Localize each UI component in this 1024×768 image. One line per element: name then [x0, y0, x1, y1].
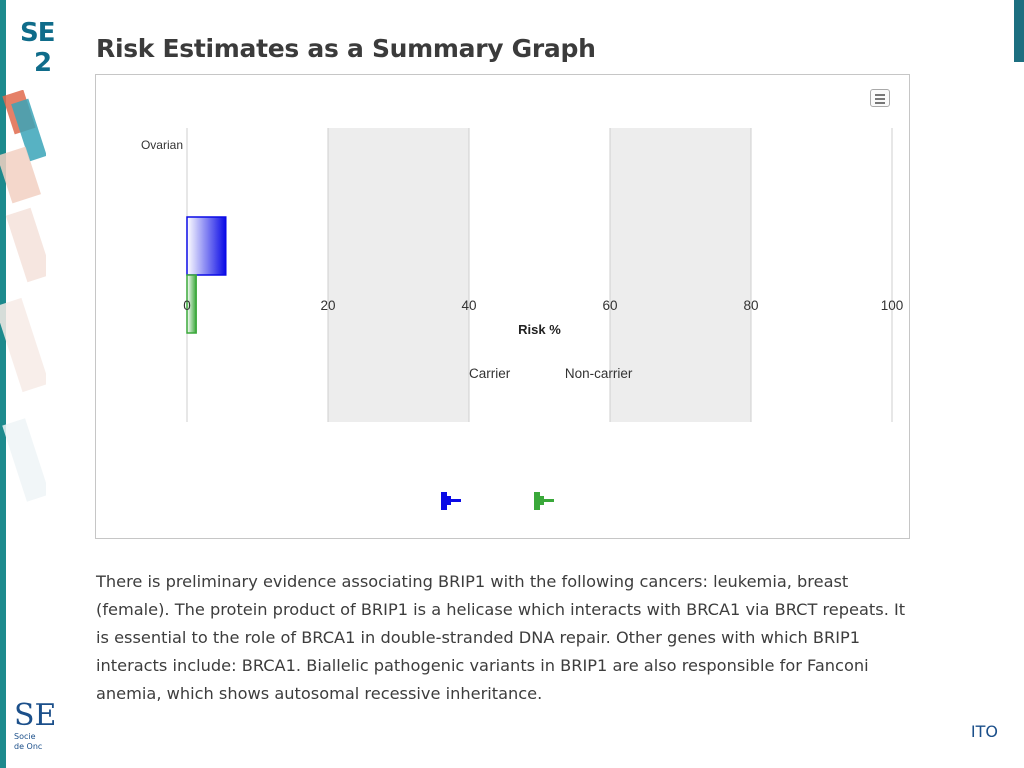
- chart-menu-button[interactable]: [870, 89, 890, 107]
- chart-band: [610, 128, 751, 422]
- top-logo-line1: SE: [20, 18, 55, 48]
- hamburger-menu-icon: [875, 98, 885, 100]
- category-label: Ovarian: [141, 138, 183, 152]
- x-tick-label: 20: [320, 298, 335, 313]
- bottom-logo-line2: de Onc: [14, 742, 43, 751]
- carrier-legend-marker-part: [441, 502, 451, 505]
- x-tick-label: 40: [461, 298, 476, 313]
- decor-shard: [5, 207, 46, 283]
- decor-shard: [2, 418, 46, 502]
- decor-shard: [0, 297, 46, 393]
- bottom-logo: SE Socie de Onc: [14, 700, 66, 760]
- chart-band: [328, 128, 469, 422]
- chart-container: Ovarian 0 20 40 60 80 100 Risk % Carrier Non-carr…: [95, 74, 910, 539]
- noncarrier-legend-marker-part: [534, 499, 554, 502]
- noncarrier-legend-marker-part: [534, 502, 544, 505]
- slide-title: Risk Estimates as a Summary Graph: [96, 34, 596, 63]
- hamburger-menu-icon: [875, 102, 885, 104]
- carrier-legend-marker-part: [441, 499, 461, 502]
- carrier-legend-marker: [441, 492, 461, 510]
- bottom-logo-main: SE: [14, 698, 57, 733]
- noncarrier-legend-marker-part: [534, 496, 544, 499]
- legend-label-noncarrier: Non-carrier: [565, 366, 633, 381]
- x-tick-label: 100: [881, 298, 904, 313]
- x-axis-title: Risk %: [518, 322, 561, 337]
- footer-mark: ITO: [970, 722, 998, 741]
- hamburger-menu-icon: [875, 94, 885, 96]
- risk-chart: Ovarian 0 20 40 60 80 100 Risk % Carrier Non-carr…: [141, 128, 904, 510]
- left-edge-stripe: [0, 0, 6, 768]
- noncarrier-bar: [186, 274, 197, 334]
- carrier-bar: [186, 216, 227, 276]
- noncarrier-legend-marker-part: [534, 492, 540, 496]
- left-decoration: [0, 0, 46, 768]
- x-tick-label: 60: [602, 298, 617, 313]
- description-paragraph: There is preliminary evidence associatin…: [96, 572, 906, 703]
- top-logo: SE 2: [12, 10, 68, 90]
- carrier-legend-marker-part: [441, 492, 447, 496]
- right-tab: [1014, 0, 1024, 62]
- carrier-legend-marker-part: [441, 505, 447, 510]
- legend-label-carrier: Carrier: [469, 366, 511, 381]
- noncarrier-legend-marker: [534, 492, 554, 510]
- top-logo-line2: 2: [34, 48, 53, 78]
- carrier-legend-marker-part: [441, 496, 451, 499]
- x-tick-label: 80: [743, 298, 758, 313]
- noncarrier-legend-marker-part: [534, 505, 540, 510]
- bottom-logo-line1: Socie: [14, 732, 36, 741]
- x-tick-label: 0: [183, 298, 191, 313]
